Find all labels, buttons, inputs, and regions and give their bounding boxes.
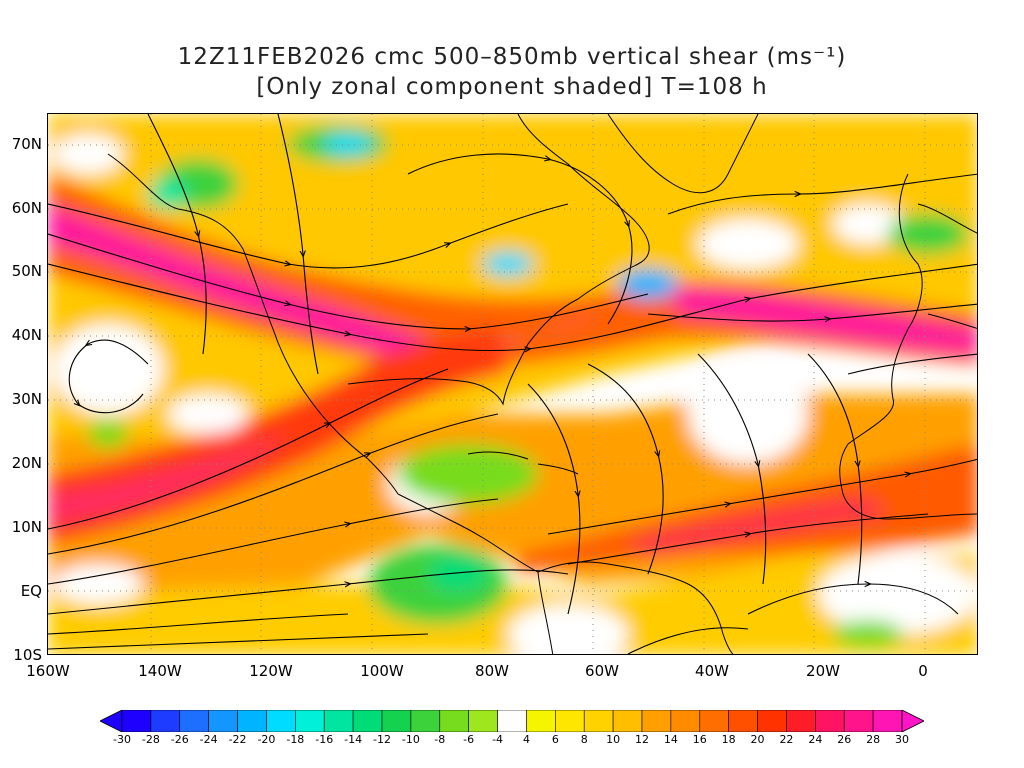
lon-label-100w: 100W — [360, 662, 404, 680]
lon-label-140w: 140W — [138, 662, 182, 680]
colorbar-tick-label: -20 — [257, 733, 276, 746]
colorbar-swatch — [699, 710, 729, 732]
lat-label-10s: 10S — [13, 646, 42, 664]
colorbar-tick-label: -26 — [170, 733, 189, 746]
lat-label-70n: 70N — [11, 135, 42, 153]
colorbar-tick-label: -10 — [401, 733, 420, 746]
colorbar-swatch — [786, 710, 816, 732]
lon-label-60w: 60W — [585, 662, 619, 680]
colorbar-tick-label: 4 — [522, 733, 530, 746]
colorbar-swatch — [612, 710, 643, 732]
colorbar-high-arrow — [901, 710, 924, 732]
colorbar-tick-label: 28 — [866, 733, 881, 746]
colorbar-swatch — [757, 710, 787, 732]
shear-map — [47, 113, 978, 655]
colorbar-tick-label: -12 — [373, 733, 391, 746]
colorbar-swatch — [843, 710, 874, 732]
lon-label-40w: 40W — [695, 662, 729, 680]
colorbar-swatch — [179, 710, 209, 732]
lat-label-20n: 20N — [11, 454, 42, 472]
colorbar-swatch — [526, 710, 556, 732]
colorbar-tick-label: -16 — [315, 733, 334, 746]
lon-label-20w: 20W — [806, 662, 840, 680]
colorbar-swatch — [295, 710, 325, 732]
colorbar-tick-label: 10 — [606, 733, 621, 746]
lat-label-eq: EQ — [20, 582, 42, 600]
colorbar-tick-label: 12 — [635, 733, 649, 746]
colorbar-tick-label: 26 — [837, 733, 852, 746]
streamlines — [48, 114, 977, 654]
colorbar-tick-label: 20 — [750, 733, 765, 746]
colorbar-swatch — [670, 710, 701, 732]
colorbar-tick-label: -8 — [434, 733, 446, 746]
colorbar-swatch — [381, 710, 412, 732]
colorbar-swatch — [439, 710, 469, 732]
colorbar-tick-label: -4 — [492, 733, 504, 746]
colorbar-swatch — [121, 710, 152, 732]
colorbar-swatch — [208, 710, 238, 732]
colorbar-swatch — [352, 710, 383, 732]
lat-label-10n: 10N — [11, 518, 42, 536]
colorbar-swatch — [641, 710, 672, 732]
colorbar-swatch — [583, 710, 614, 732]
colorbar-tick-label: 6 — [551, 733, 559, 746]
lat-label-60n: 60N — [11, 199, 42, 217]
lat-label-30n: 30N — [11, 390, 42, 408]
colorbar-tick-label: 16 — [692, 733, 707, 746]
colorbar-swatch — [497, 710, 527, 732]
colorbar-tick-label: -28 — [141, 733, 160, 746]
colorbar-swatch — [266, 710, 296, 732]
lon-label-80w: 80W — [475, 662, 509, 680]
colorbar-swatch — [872, 710, 903, 732]
map-title-line2: [Only zonal component shaded] T=108 h — [256, 74, 768, 100]
map-title-line1: 12Z11FEB2026 cmc 500–850mb vertical shea… — [177, 44, 847, 70]
colorbar-swatch — [150, 710, 181, 732]
colorbar-tick-label: -14 — [344, 733, 363, 746]
colorbar-swatch — [728, 710, 758, 732]
colorbar-swatch — [555, 710, 585, 732]
colorbar-tick-label: 24 — [808, 733, 823, 746]
colorbar — [100, 710, 924, 732]
colorbar-low-arrow — [100, 710, 123, 732]
lon-label-0: 0 — [918, 662, 928, 680]
colorbar-swatch — [237, 710, 267, 732]
colorbar-tick-label: 8 — [580, 733, 588, 746]
colorbar-tick-label: 30 — [895, 733, 909, 746]
colorbar-swatch — [410, 710, 441, 732]
lat-label-40n: 40N — [11, 326, 42, 344]
lon-label-120w: 120W — [249, 662, 293, 680]
lat-label-50n: 50N — [11, 262, 42, 280]
shear-shading — [48, 114, 977, 654]
colorbar-tick-label: -22 — [228, 733, 247, 746]
colorbar-tick-label: -30 — [113, 733, 131, 746]
colorbar-tick-label: 14 — [663, 733, 678, 746]
colorbar-swatch — [468, 710, 498, 732]
colorbar-swatch — [815, 710, 845, 732]
shear-map-svg — [48, 114, 977, 654]
colorbar-tick-label: -18 — [286, 733, 305, 746]
colorbar-swatch — [323, 710, 354, 732]
colorbar-tick-label: 18 — [721, 733, 736, 746]
lon-label-160w: 160W — [26, 662, 70, 680]
colorbar-tick-label: -6 — [463, 733, 475, 746]
colorbar-tick-label: -24 — [199, 733, 218, 746]
colorbar-tick-label: 22 — [779, 733, 794, 746]
